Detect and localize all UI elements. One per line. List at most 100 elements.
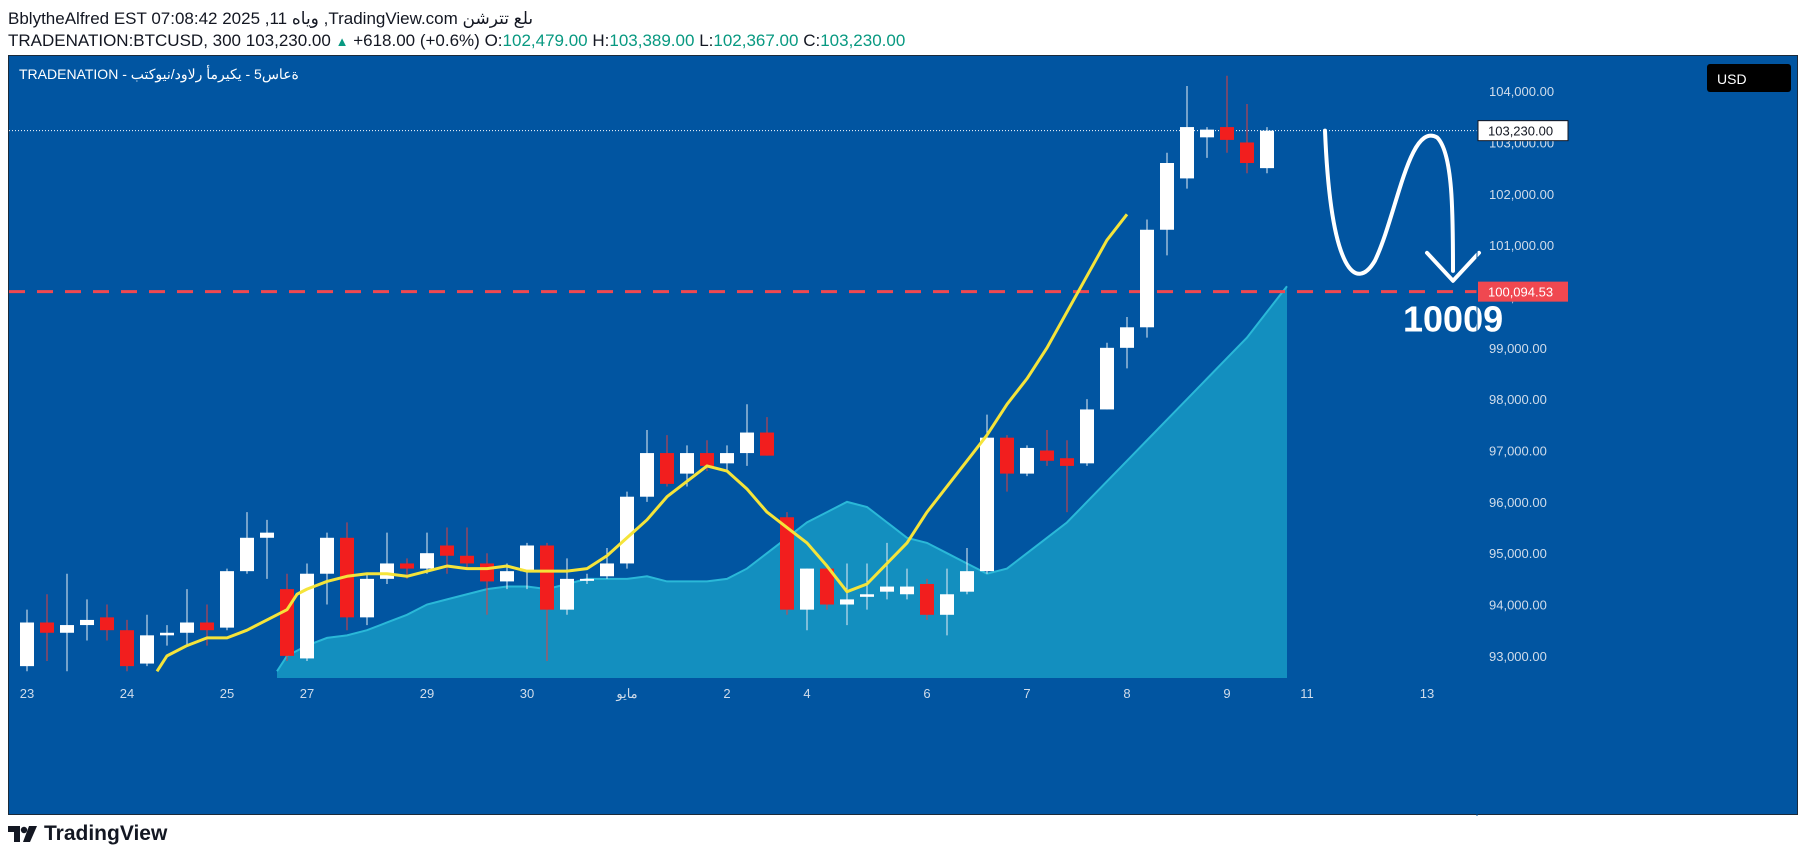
candle[interactable] bbox=[60, 573, 74, 672]
price-change: +618.00 (+0.6%) bbox=[353, 31, 480, 50]
candle-body bbox=[660, 453, 674, 484]
candle[interactable] bbox=[300, 563, 314, 661]
candle-body bbox=[480, 563, 494, 582]
candle-body bbox=[620, 496, 634, 564]
candle[interactable] bbox=[940, 568, 954, 636]
candle-body bbox=[420, 553, 434, 569]
candle[interactable] bbox=[1020, 445, 1034, 477]
candle[interactable] bbox=[40, 594, 54, 661]
candle[interactable] bbox=[1000, 435, 1014, 492]
candle[interactable] bbox=[580, 573, 594, 584]
candle[interactable] bbox=[1100, 342, 1114, 410]
candle-body bbox=[440, 545, 454, 556]
candle-body bbox=[80, 619, 94, 626]
candle[interactable] bbox=[520, 542, 534, 590]
candle-body bbox=[800, 568, 814, 610]
currency-button-label[interactable]: USD bbox=[1717, 71, 1747, 87]
x-tick-label: 6 bbox=[923, 686, 930, 701]
tradingview-logo[interactable]: TradingView bbox=[8, 822, 167, 846]
candle[interactable] bbox=[100, 604, 114, 641]
candle[interactable] bbox=[740, 404, 754, 466]
candle[interactable] bbox=[1220, 75, 1234, 153]
candle[interactable] bbox=[460, 527, 474, 569]
candle-body bbox=[940, 594, 954, 615]
candle-body bbox=[60, 625, 74, 633]
candle[interactable] bbox=[660, 435, 674, 487]
candle[interactable] bbox=[20, 609, 34, 672]
symbol-name[interactable]: TRADENATION:BTCUSD, 300 bbox=[8, 31, 242, 50]
level-price-badge bbox=[1478, 281, 1568, 302]
candle-body bbox=[860, 594, 874, 597]
candle[interactable] bbox=[1080, 399, 1094, 466]
chart-panel[interactable]: TRADENATION - ة‌عاس5 - يكيرمأ رلاود/نيوك… bbox=[8, 55, 1799, 816]
candle[interactable] bbox=[500, 563, 514, 590]
candle[interactable] bbox=[600, 548, 614, 579]
candle[interactable] bbox=[960, 548, 974, 595]
candle[interactable] bbox=[420, 532, 434, 574]
candle[interactable] bbox=[280, 573, 294, 661]
up-arrow-icon: ▲ bbox=[335, 34, 349, 49]
candle[interactable] bbox=[860, 563, 874, 610]
candle[interactable] bbox=[180, 589, 194, 646]
candle[interactable] bbox=[380, 532, 394, 584]
candle-body bbox=[580, 578, 594, 581]
candle-body bbox=[1260, 130, 1274, 169]
candle-body bbox=[460, 555, 474, 564]
y-tick-label: 102,000.00 bbox=[1489, 187, 1554, 202]
candle[interactable] bbox=[1120, 317, 1134, 369]
candle[interactable] bbox=[80, 599, 94, 641]
candle[interactable] bbox=[900, 568, 914, 600]
candle[interactable] bbox=[540, 542, 554, 661]
candle-body bbox=[120, 630, 134, 667]
candle-body bbox=[180, 622, 194, 633]
candle[interactable] bbox=[240, 512, 254, 574]
candle[interactable] bbox=[920, 578, 934, 620]
candle-body bbox=[100, 617, 114, 631]
candle-body bbox=[1120, 327, 1134, 348]
candle[interactable] bbox=[160, 625, 174, 646]
candle[interactable] bbox=[560, 558, 574, 615]
x-tick-label: 7 bbox=[1023, 686, 1030, 701]
candle[interactable] bbox=[1040, 429, 1054, 466]
candle[interactable] bbox=[1060, 440, 1074, 513]
last-price: 103,230.00 bbox=[245, 31, 331, 50]
candle-body bbox=[500, 571, 514, 582]
candle-body bbox=[280, 589, 294, 656]
candle[interactable] bbox=[1260, 127, 1274, 174]
candle[interactable] bbox=[760, 417, 774, 456]
close-value: 103,230.00 bbox=[820, 31, 906, 50]
symbol-info-line: TRADENATION:BTCUSD, 300 103,230.00 ▲ +61… bbox=[8, 31, 905, 51]
candle[interactable] bbox=[820, 568, 834, 610]
candle[interactable] bbox=[220, 568, 234, 631]
candle-body bbox=[1020, 447, 1034, 474]
candle[interactable] bbox=[640, 429, 654, 502]
currency-button[interactable]: USD bbox=[1707, 64, 1791, 92]
candle[interactable] bbox=[980, 414, 994, 574]
high-label: H: bbox=[592, 31, 610, 50]
y-tick-label: 95,000.00 bbox=[1489, 546, 1547, 561]
candle[interactable] bbox=[140, 614, 154, 667]
candle[interactable] bbox=[880, 542, 894, 600]
candle[interactable] bbox=[1160, 152, 1174, 256]
x-tick-label: مايو bbox=[615, 686, 637, 702]
price-chart[interactable]: TRADENATION - ة‌عاس5 - يكيرمأ رلاود/نيوك… bbox=[9, 56, 1799, 816]
candle-body bbox=[1240, 142, 1254, 164]
low-label: L: bbox=[699, 31, 714, 50]
candle[interactable] bbox=[720, 445, 734, 472]
candle[interactable] bbox=[360, 573, 374, 626]
candle[interactable] bbox=[120, 619, 134, 672]
candle[interactable] bbox=[800, 568, 814, 631]
candle[interactable] bbox=[1140, 219, 1154, 338]
candle-body bbox=[380, 563, 394, 579]
candle[interactable] bbox=[320, 532, 334, 605]
candle-body bbox=[760, 432, 774, 456]
candle-body bbox=[640, 453, 654, 497]
candle[interactable] bbox=[1240, 103, 1254, 174]
candle[interactable] bbox=[840, 563, 854, 626]
candle[interactable] bbox=[260, 519, 274, 579]
candle[interactable] bbox=[620, 491, 634, 569]
candle-body bbox=[520, 545, 534, 572]
open-value: 102,479.00 bbox=[502, 31, 588, 50]
candle[interactable] bbox=[1200, 127, 1214, 158]
candle[interactable] bbox=[1180, 86, 1194, 189]
